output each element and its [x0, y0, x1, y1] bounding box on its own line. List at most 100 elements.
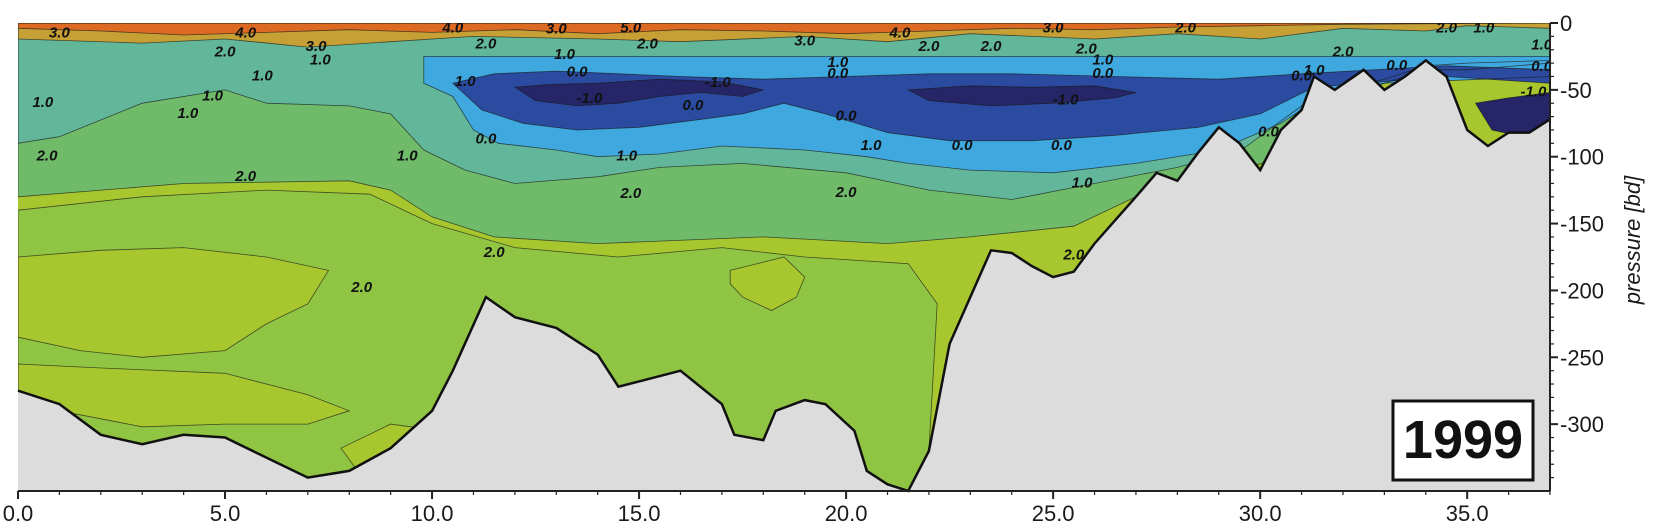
y-tick-label: 0 [1560, 11, 1572, 36]
contour-label: 1.0 [616, 148, 638, 165]
contour-label: 0.0 [1386, 57, 1408, 74]
x-axis: 0.0 5.0 10.0 15.0 20.0 25.0 30.0 35.0 [3, 491, 1551, 523]
contour-label: 3.0 [1043, 19, 1065, 36]
contour-label: 2.0 [234, 168, 257, 185]
contour-label: 2.0 [1435, 19, 1458, 36]
contour-label: 1.0 [252, 67, 274, 84]
contour-label: 1.0 [177, 105, 199, 122]
contour-label: -1.0 [1053, 92, 1080, 109]
contour-label: 1.0 [554, 46, 576, 63]
y-axis-label: pressure [bd] [1620, 175, 1645, 305]
contour-regions [18, 23, 1550, 491]
y-axis: 0 -50 -100 -150 -200 -250 -300 [1550, 11, 1604, 479]
region-surface_gt_4 [18, 23, 1550, 35]
contour-label: 1.0 [202, 87, 224, 104]
contour-label: 0.0 [827, 65, 849, 82]
y-tick-label: -150 [1560, 212, 1604, 237]
contour-label: 1.0 [861, 137, 883, 154]
contour-label: 1.0 [1473, 19, 1495, 36]
contour-line-patch_gt_2_5_a [18, 247, 330, 358]
contour-label: 3.0 [306, 38, 328, 55]
contour-label: 2.0 [1075, 41, 1098, 58]
seabed-land [18, 60, 1550, 492]
contour-label: 5.0 [620, 19, 642, 36]
contour-label: 1.0 [1092, 51, 1114, 68]
contour-label: 2.0 [350, 279, 373, 296]
x-tick-label: 35.0 [1446, 501, 1489, 523]
contour-label: 2.0 [835, 184, 858, 201]
contour-line-surface_3_to_4 [18, 23, 1550, 48]
contour-label: 0.0 [952, 137, 974, 154]
region-patch_gt_2_5_c [730, 257, 805, 311]
contour-label: 0.0 [1092, 65, 1114, 82]
contour-line-band_1_0_to_2_0 [18, 23, 1550, 245]
contour-label: 0.0 [567, 63, 589, 80]
contour-label: 4.0 [234, 25, 257, 42]
y-tick-label: -250 [1560, 345, 1604, 370]
contour-line-core_lt_-1_a [513, 78, 764, 107]
y-tick-label: -100 [1560, 145, 1604, 170]
contour-label: -1.0 [705, 74, 732, 91]
contour-line-patch_gt_2_5_c [729, 256, 806, 311]
contour-label: 4.0 [888, 25, 911, 42]
contour-label: 0.0 [836, 108, 858, 125]
contour-label: 1.0 [310, 51, 332, 68]
x-tick-label: 30.0 [1239, 501, 1282, 523]
y-tick-label: -300 [1560, 412, 1604, 437]
contour-label: 2.0 [483, 244, 506, 261]
contour-label: 3.0 [546, 21, 568, 38]
contour-label: 1.0 [1304, 62, 1326, 79]
contour-label: 0.0 [1291, 67, 1313, 84]
x-tick-label: 20.0 [825, 501, 868, 523]
contour-label: 2.0 [636, 35, 659, 52]
x-tick-label: 5.0 [210, 501, 241, 523]
contour-label: 1.0 [1531, 37, 1553, 54]
region-core_lt_-1_c [1475, 92, 1550, 136]
contour-label: -1.0 [576, 90, 603, 107]
contour-label: 2.0 [917, 38, 940, 55]
contour-label: 0.0 [1531, 58, 1553, 75]
contour-label: 2.0 [214, 43, 237, 60]
contour-line-band_-1_to_0 [451, 65, 1550, 142]
year-box: 1999 [1391, 399, 1535, 482]
contour-label: -1.0 [1520, 83, 1547, 100]
contour-label: 0.0 [682, 97, 704, 114]
contour-label: 2.0 [1062, 247, 1085, 264]
y-tick-label: -50 [1560, 78, 1592, 103]
contour-label: 2.0 [36, 148, 59, 165]
contour-label: 1.0 [397, 148, 419, 165]
contour-label: 1.0 [455, 73, 477, 90]
year-box-frame [1391, 399, 1535, 482]
contour-label: 3.0 [49, 25, 71, 42]
x-tick-label: 10.0 [411, 501, 454, 523]
contour-label: 1.0 [1072, 174, 1094, 191]
x-tick-label: 15.0 [618, 501, 661, 523]
contour-line-surface_gt_4 [18, 23, 1550, 36]
contour-labels: 3.0 4.02.0 3.01.01.01.01.01.02.02.04.02.03… [32, 19, 1553, 296]
region-patch_gt_2_5_a [18, 247, 329, 358]
seabed-profile-line [17, 58, 1551, 493]
region-patch_gt_2_5_b [18, 364, 350, 427]
contour-label: 0.0 [1051, 137, 1073, 154]
contour-line-core_lt_-1_b [906, 85, 1137, 107]
contour-label: 3.0 [794, 33, 816, 50]
contour-label: 2.0 [619, 185, 642, 202]
region-core_lt_-1_a [514, 79, 764, 106]
contour-line-core_lt_-1_c [1474, 92, 1550, 136]
contour-label: 2.0 [1332, 43, 1355, 60]
contour-label: 1.0 [827, 54, 849, 71]
x-tick-label: 0.0 [3, 501, 34, 523]
contour-label: 2.0 [474, 35, 497, 52]
year-label: 1999 [1403, 410, 1523, 470]
contour-label: 0.0 [1258, 124, 1280, 141]
y-tick-label: -200 [1560, 278, 1604, 303]
contour-label: 2.0 [1174, 19, 1197, 36]
contour-label: 0.0 [475, 130, 497, 147]
contour-label: 1.0 [32, 94, 54, 111]
contour-label: 2.0 [980, 38, 1003, 55]
contour-line-band_1_0_to_1_5 [18, 23, 1550, 200]
x-tick-label: 25.0 [1032, 501, 1075, 523]
contour-label: 4.0 [441, 19, 464, 36]
contour-line-band_0_to_1 [423, 56, 1550, 174]
